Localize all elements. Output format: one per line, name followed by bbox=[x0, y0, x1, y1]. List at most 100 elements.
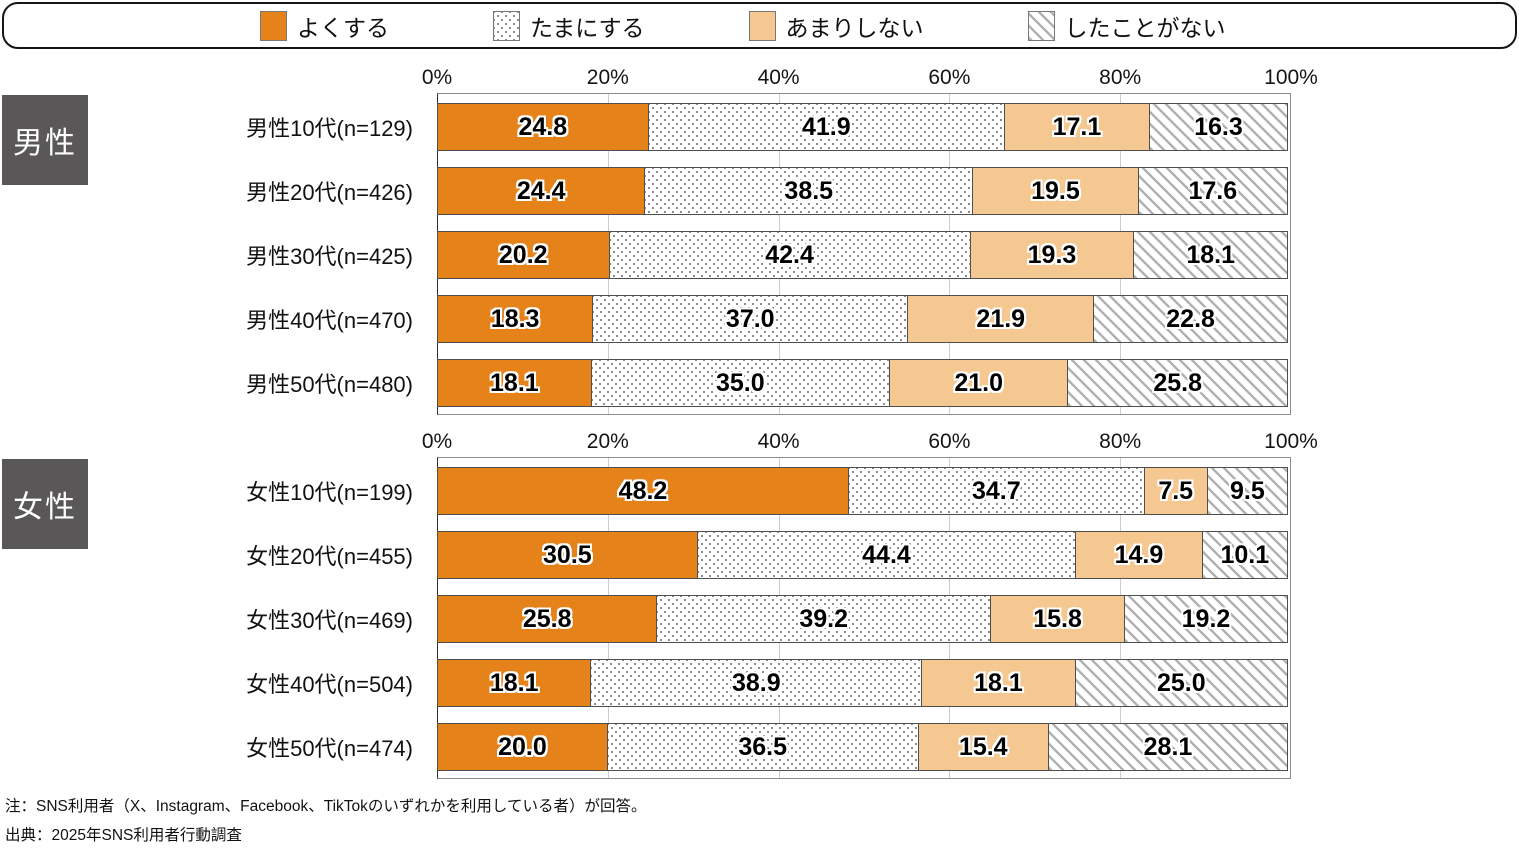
bar-segment-sometimes: 42.4 bbox=[608, 231, 971, 279]
bar-segment-often: 25.8 bbox=[437, 595, 658, 643]
bar-segment-often: 20.2 bbox=[437, 231, 610, 279]
bar-row: 女性50代(n=474) 20.0 36.5 15.4 28.1 bbox=[0, 723, 1519, 771]
x-axis: 0% 20% 40% 60% 80% 100% bbox=[422, 425, 1318, 457]
segment-value: 22.8 bbox=[1166, 304, 1215, 333]
source-line: 出典：2025年SNS利用者行動調査 bbox=[5, 826, 242, 844]
segment-value: 21.9 bbox=[976, 304, 1026, 333]
x-axis-tick: 40% bbox=[757, 66, 800, 89]
segment-value: 25.0 bbox=[1156, 668, 1206, 697]
segment-value: 42.4 bbox=[765, 240, 814, 269]
section-body: 女性 女性10代(n=199) 48.2 34.7 7.5 9.5 女性20代(n=455)… bbox=[0, 457, 1519, 779]
x-axis-tick: 80% bbox=[1099, 66, 1142, 89]
bar-segment-never: 25.8 bbox=[1067, 359, 1288, 407]
bar-rows: 男性10代(n=129) 24.8 41.9 17.1 16.3 男性20代(n=426)… bbox=[0, 93, 1519, 423]
x-axis-tick: 20% bbox=[586, 66, 629, 89]
bar-segment-rarely: 19.5 bbox=[972, 167, 1139, 215]
bar-row: 男性30代(n=425) 20.2 42.4 19.3 18.1 bbox=[0, 231, 1519, 279]
segment-value: 7.5 bbox=[1158, 476, 1194, 505]
segment-value: 24.4 bbox=[516, 176, 566, 205]
bar-segment-often: 18.1 bbox=[437, 659, 592, 707]
segment-value: 44.4 bbox=[862, 540, 911, 569]
segment-value: 30.5 bbox=[543, 540, 592, 569]
segment-value: 34.7 bbox=[972, 476, 1021, 505]
legend-label: よくする bbox=[297, 14, 389, 41]
note-line: 注：SNS利用者（X、Instagram、Facebook、TikTokのいずれ… bbox=[5, 798, 647, 815]
bar-segment-rarely: 14.9 bbox=[1075, 531, 1203, 579]
segment-value: 15.4 bbox=[958, 732, 1008, 761]
x-axis-tick: 100% bbox=[1264, 430, 1318, 453]
bar-row: 男性40代(n=470) 18.3 37.0 21.9 22.8 bbox=[0, 295, 1519, 343]
segment-value: 19.5 bbox=[1031, 176, 1080, 205]
segment-value: 39.2 bbox=[799, 604, 849, 633]
row-label: 女性10代(n=199) bbox=[246, 480, 413, 505]
bar-segment-rarely: 19.3 bbox=[969, 231, 1135, 279]
legend-label: あまりしない bbox=[785, 14, 924, 41]
x-axis-tick: 80% bbox=[1099, 430, 1142, 453]
gender-badge: 女性 bbox=[2, 459, 88, 549]
x-axis-tick: 40% bbox=[757, 430, 800, 453]
bar-segment-often: 20.0 bbox=[437, 723, 608, 771]
x-axis-tick: 20% bbox=[586, 430, 629, 453]
bar-segment-sometimes: 37.0 bbox=[592, 295, 909, 343]
stacked-bar: 24.8 41.9 17.1 16.3 bbox=[437, 103, 1291, 151]
bar-segment-never: 17.6 bbox=[1137, 167, 1288, 215]
segment-value: 35.0 bbox=[715, 368, 765, 397]
bar-segment-sometimes: 38.9 bbox=[590, 659, 923, 707]
bar-segment-rarely: 7.5 bbox=[1143, 467, 1208, 515]
bar-segment-sometimes: 35.0 bbox=[590, 359, 890, 407]
segment-value: 15.8 bbox=[1033, 604, 1082, 633]
bar-segment-often: 18.3 bbox=[437, 295, 594, 343]
segment-value: 25.8 bbox=[1153, 368, 1203, 397]
legend-swatch-never-icon bbox=[1027, 10, 1055, 41]
bar-segment-never: 28.1 bbox=[1048, 723, 1288, 771]
bar-row: 女性40代(n=504) 18.1 38.9 18.1 25.0 bbox=[0, 659, 1519, 707]
bar-segment-never: 10.1 bbox=[1201, 531, 1288, 579]
bar-segment-rarely: 18.1 bbox=[921, 659, 1076, 707]
segment-value: 19.3 bbox=[1027, 240, 1077, 269]
segment-value: 38.9 bbox=[732, 668, 781, 697]
stacked-bar: 20.2 42.4 19.3 18.1 bbox=[437, 231, 1291, 279]
bar-row: 男性10代(n=129) 24.8 41.9 17.1 16.3 bbox=[0, 103, 1519, 151]
bar-segment-often: 18.1 bbox=[437, 359, 592, 407]
segment-value: 24.8 bbox=[518, 112, 568, 141]
stacked-bar: 30.5 44.4 14.9 10.1 bbox=[437, 531, 1291, 579]
segment-value: 17.6 bbox=[1188, 176, 1238, 205]
bar-segment-never: 16.3 bbox=[1148, 103, 1288, 151]
bar-segment-sometimes: 38.5 bbox=[644, 167, 974, 215]
bar-segment-sometimes: 44.4 bbox=[696, 531, 1077, 579]
bar-segment-rarely: 21.9 bbox=[907, 295, 1095, 343]
stacked-bar: 24.4 38.5 19.5 17.6 bbox=[437, 167, 1291, 215]
stacked-bar: 25.8 39.2 15.8 19.2 bbox=[437, 595, 1291, 643]
bar-row: 男性20代(n=426) 24.4 38.5 19.5 17.6 bbox=[0, 167, 1519, 215]
segment-value: 18.1 bbox=[489, 668, 539, 697]
segment-value: 18.1 bbox=[490, 368, 539, 397]
segment-value: 48.2 bbox=[618, 476, 668, 505]
row-label: 男性10代(n=129) bbox=[246, 116, 413, 141]
gender-badge: 男性 bbox=[2, 95, 88, 185]
x-axis-tick: 0% bbox=[421, 430, 453, 453]
legend-label: たまにする bbox=[530, 14, 645, 41]
stacked-bar: 18.3 37.0 21.9 22.8 bbox=[437, 295, 1291, 343]
segment-value: 19.2 bbox=[1181, 604, 1231, 633]
row-label: 男性20代(n=426) bbox=[246, 180, 413, 205]
bar-segment-rarely: 15.8 bbox=[990, 595, 1126, 643]
row-label: 女性30代(n=469) bbox=[246, 608, 413, 633]
bar-segment-rarely: 17.1 bbox=[1004, 103, 1150, 151]
segment-value: 20.2 bbox=[498, 240, 548, 269]
bar-segment-often: 30.5 bbox=[437, 531, 698, 579]
bar-segment-sometimes: 36.5 bbox=[606, 723, 919, 771]
bar-segment-sometimes: 34.7 bbox=[848, 467, 1145, 515]
legend-item-never: したことがない bbox=[1027, 9, 1226, 43]
legend-box: よくする たまにする あまりしない したことがない bbox=[2, 2, 1517, 49]
legend-item-often: よくする bbox=[260, 9, 389, 43]
bar-segment-never: 25.0 bbox=[1074, 659, 1288, 707]
chart-section-male: 0% 20% 40% 60% 80% 100% 男性 男性10代(n=129) 24.8 41.9… bbox=[0, 61, 1519, 415]
x-axis-tick: 60% bbox=[928, 430, 971, 453]
segment-value: 18.1 bbox=[1186, 240, 1236, 269]
bar-segment-never: 19.2 bbox=[1124, 595, 1288, 643]
bar-row: 女性20代(n=455) 30.5 44.4 14.9 10.1 bbox=[0, 531, 1519, 579]
x-axis-tick: 60% bbox=[928, 66, 971, 89]
bar-segment-rarely: 21.0 bbox=[888, 359, 1069, 407]
stacked-bar: 48.2 34.7 7.5 9.5 bbox=[437, 467, 1291, 515]
row-label: 男性30代(n=425) bbox=[246, 244, 413, 269]
